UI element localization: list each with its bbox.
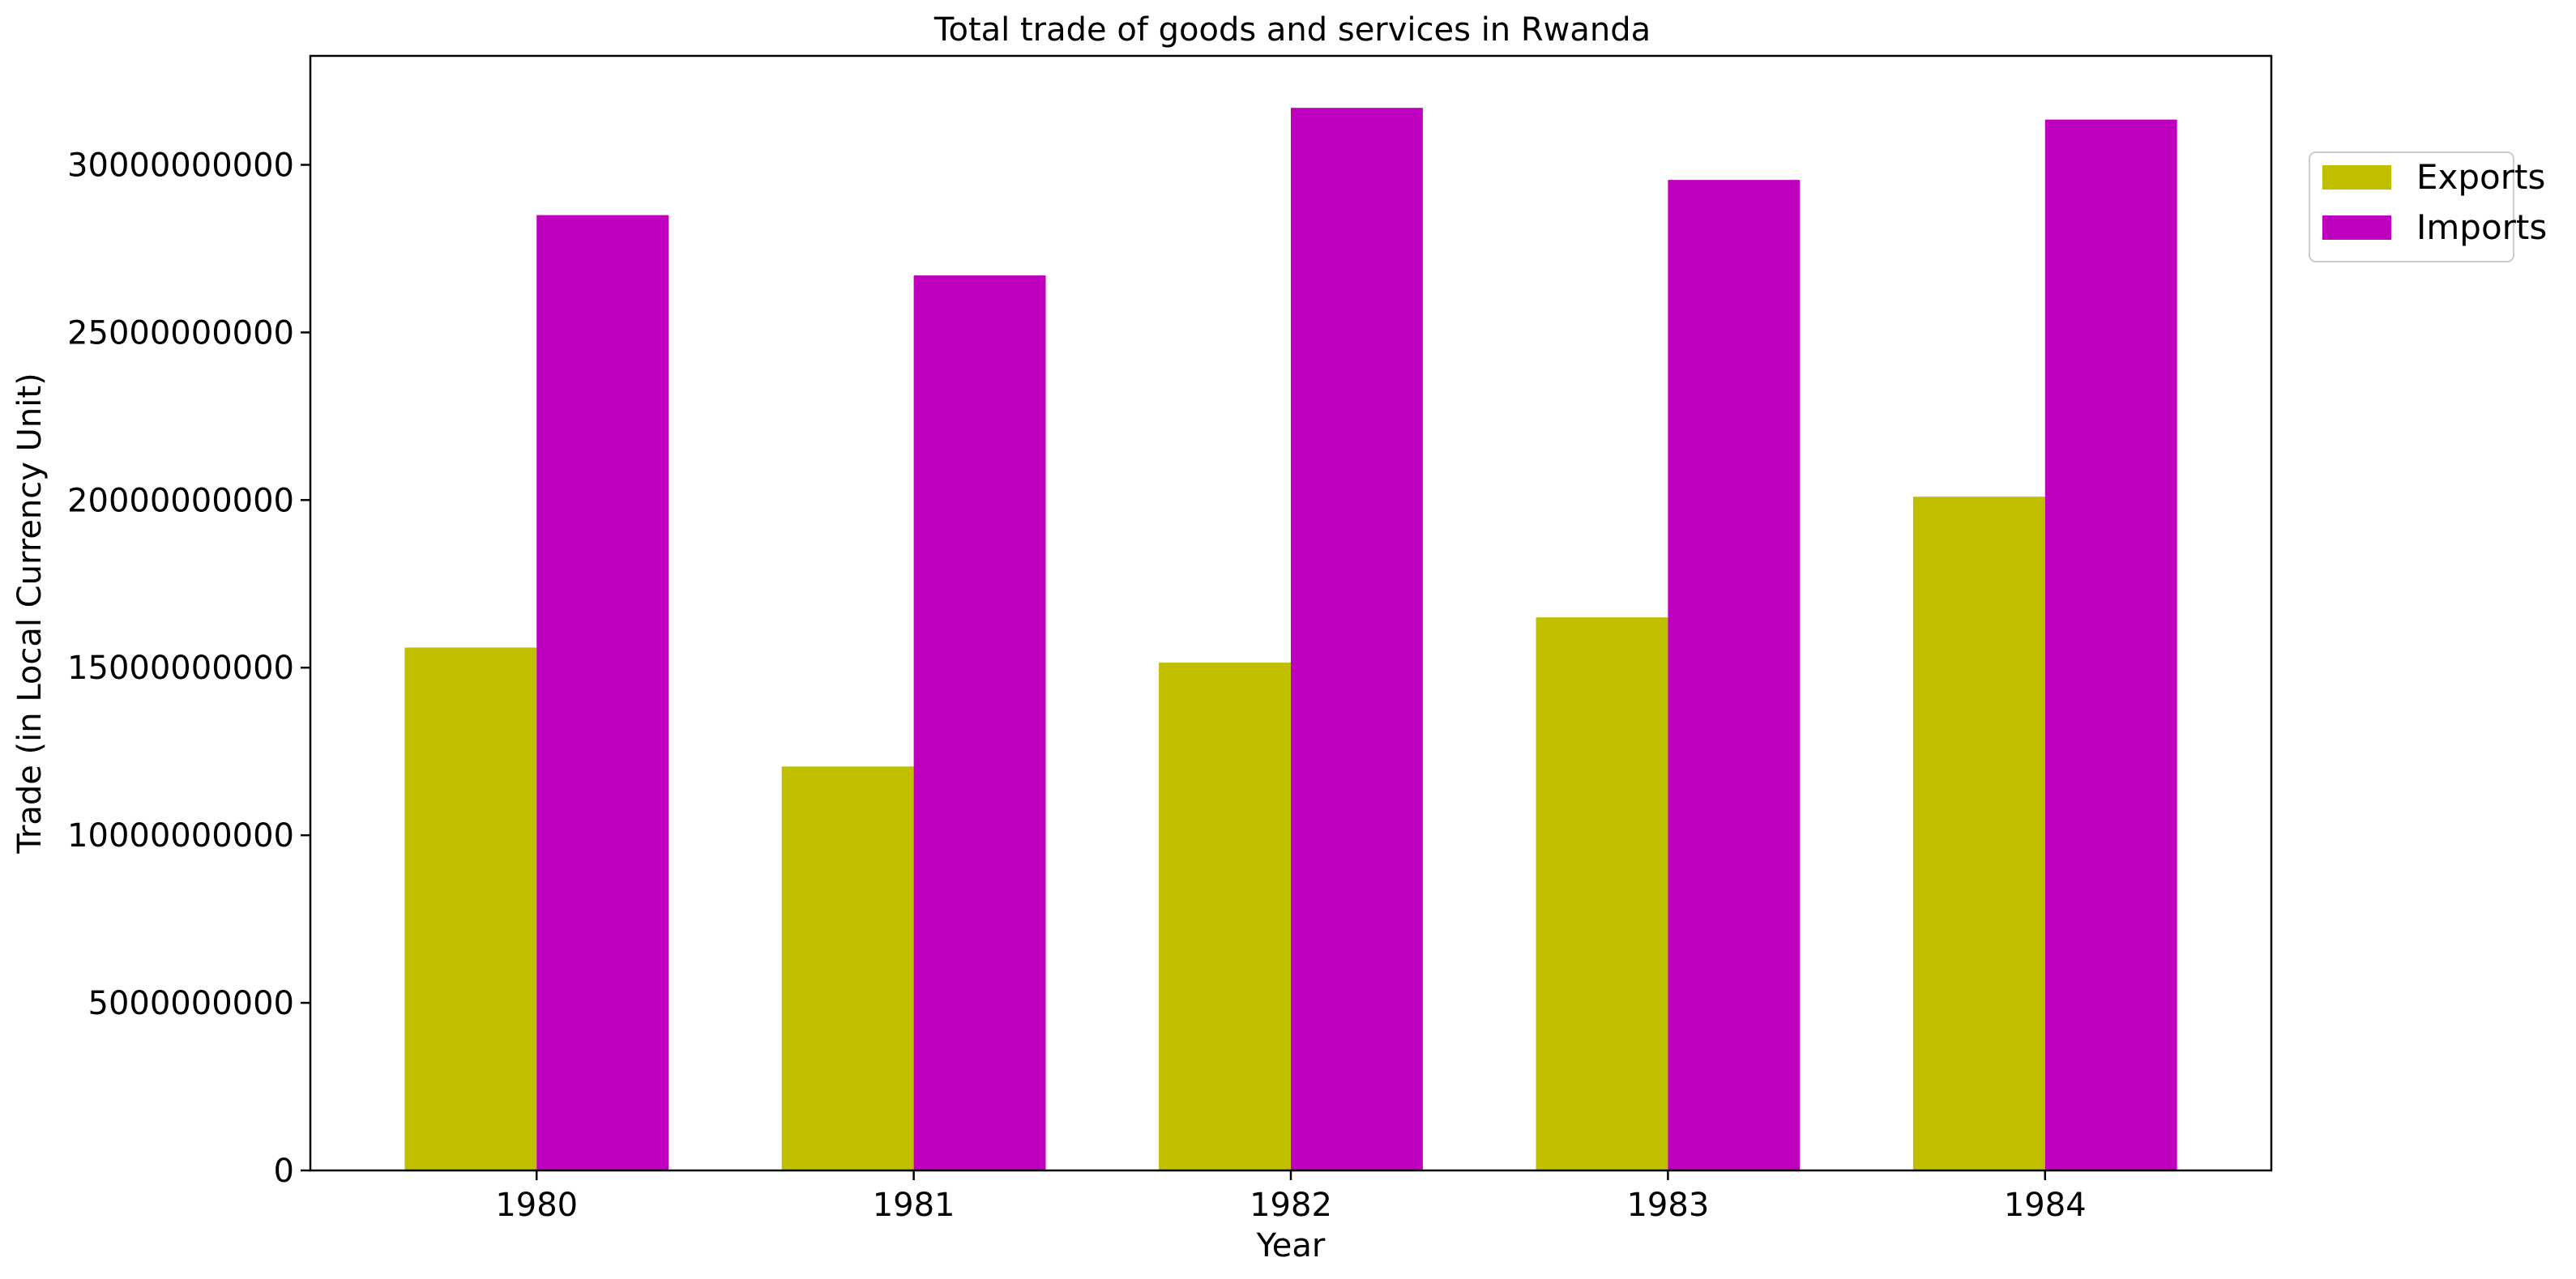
bar-imports-1980 <box>536 215 669 1171</box>
bar-imports-1981 <box>913 275 1046 1170</box>
chart-title: Total trade of goods and services in Rwa… <box>933 11 1651 49</box>
bar-exports-1984 <box>1912 497 2045 1170</box>
x-tick-label: 1981 <box>873 1187 955 1224</box>
y-tick-label: 25000000000 <box>67 314 294 352</box>
legend-label-imports: Imports <box>2416 207 2547 247</box>
y-axis-ticks: 0 5000000000 10000000000 15000000000 2000000… <box>67 147 310 1190</box>
legend-swatch-exports <box>2322 165 2391 190</box>
bar-exports-1981 <box>781 766 914 1170</box>
bar-imports-1983 <box>1668 180 1801 1171</box>
legend: Exports Imports <box>2309 151 2547 262</box>
x-tick-label: 1983 <box>1626 1187 1709 1224</box>
bars-layer <box>404 108 2177 1171</box>
x-tick-label: 1984 <box>2004 1187 2087 1224</box>
bar-imports-1982 <box>1291 108 1423 1170</box>
y-tick-label: 5000000000 <box>88 985 295 1022</box>
legend-label-exports: Exports <box>2416 157 2545 197</box>
legend-swatch-imports <box>2322 215 2391 240</box>
bar-exports-1980 <box>404 647 537 1170</box>
y-tick-label: 30000000000 <box>67 147 294 184</box>
y-tick-label: 10000000000 <box>67 817 294 855</box>
x-axis-ticks: 1980 1981 1982 1983 1984 <box>495 1170 2087 1224</box>
bar-exports-1982 <box>1159 663 1291 1170</box>
y-tick-label: 20000000000 <box>67 482 294 519</box>
y-tick-label: 0 <box>274 1153 294 1190</box>
x-axis-label: Year <box>1256 1227 1326 1264</box>
y-axis-label: Trade (in Local Currency Unit) <box>11 373 49 854</box>
x-tick-label: 1980 <box>495 1187 578 1224</box>
bar-imports-1984 <box>2044 119 2177 1171</box>
x-tick-label: 1982 <box>1250 1187 1332 1224</box>
bar-exports-1983 <box>1536 617 1668 1170</box>
y-tick-label: 15000000000 <box>67 650 294 687</box>
